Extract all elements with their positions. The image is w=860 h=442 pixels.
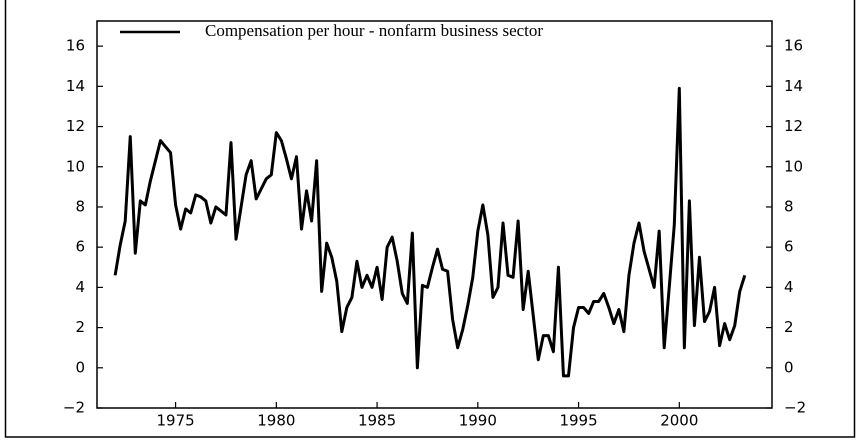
x-tick-label: 1995 bbox=[559, 412, 597, 430]
y-tick-label: 16 bbox=[66, 37, 85, 55]
y2-tick-label: −2 bbox=[784, 399, 806, 417]
y-tick-label: 2 bbox=[75, 318, 85, 336]
y2-tick-label: 16 bbox=[784, 37, 803, 55]
y-tick-label: 10 bbox=[66, 157, 85, 175]
y-tick-label: 8 bbox=[75, 197, 85, 215]
plot-frame bbox=[96, 20, 773, 409]
y2-tick-label: 2 bbox=[784, 318, 794, 336]
x-tick-label: 1990 bbox=[459, 412, 497, 430]
x-tick-label: 1975 bbox=[156, 412, 194, 430]
x-tick-label: 1985 bbox=[358, 412, 396, 430]
y2-tick-label: 0 bbox=[784, 358, 794, 376]
series-line bbox=[113, 86, 747, 378]
y2-tick-label: 14 bbox=[784, 77, 803, 95]
y-tick-label: 12 bbox=[66, 117, 85, 135]
y2-tick-label: 10 bbox=[784, 157, 803, 175]
y2-tick-label: 4 bbox=[784, 278, 794, 296]
y-tick-label: 0 bbox=[75, 358, 85, 376]
x-tick-label: 1980 bbox=[257, 412, 295, 430]
y2-tick-label: 8 bbox=[784, 197, 794, 215]
y-tick-label: 4 bbox=[75, 278, 85, 296]
y2-tick-label: 12 bbox=[784, 117, 803, 135]
legend-label: Compensation per hour - nonfarm business… bbox=[205, 21, 543, 40]
outer-frame bbox=[4, 0, 856, 438]
x-tick-label: 2000 bbox=[660, 412, 698, 430]
y2-tick-label: 6 bbox=[784, 238, 794, 256]
y-tick-label: 14 bbox=[66, 77, 85, 95]
y-tick-label: 6 bbox=[75, 238, 85, 256]
y-tick-label: −2 bbox=[63, 399, 85, 417]
